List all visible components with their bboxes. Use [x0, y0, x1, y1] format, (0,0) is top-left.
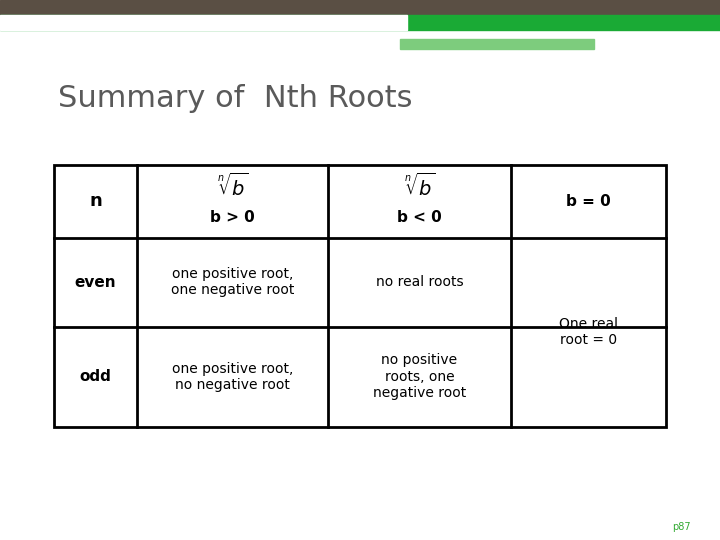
Bar [0, 15, 720, 30]
Bar [0, 0, 720, 28]
Text: even: even [75, 275, 116, 289]
Text: no real roots: no real roots [376, 275, 463, 289]
Bar [54, 165, 666, 427]
Text: b = 0: b = 0 [566, 194, 611, 208]
Bar [400, 39, 594, 49]
Bar [0, 15, 407, 30]
Text: $\sqrt[n]{b}$: $\sqrt[n]{b}$ [404, 173, 435, 200]
Text: one positive root,
one negative root: one positive root, one negative root [171, 267, 294, 297]
Text: One real
root = 0: One real root = 0 [559, 317, 618, 347]
Text: Summary of  Nth Roots: Summary of Nth Roots [58, 84, 412, 113]
Text: b < 0: b < 0 [397, 211, 442, 225]
Text: p87: p87 [672, 522, 691, 532]
Text: b > 0: b > 0 [210, 211, 255, 225]
Text: one positive root,
no negative root: one positive root, no negative root [171, 362, 293, 392]
Text: $\sqrt[n]{b}$: $\sqrt[n]{b}$ [217, 173, 248, 200]
Text: odd: odd [79, 369, 112, 384]
Text: n: n [89, 192, 102, 210]
Text: no positive
roots, one
negative root: no positive roots, one negative root [373, 354, 466, 400]
